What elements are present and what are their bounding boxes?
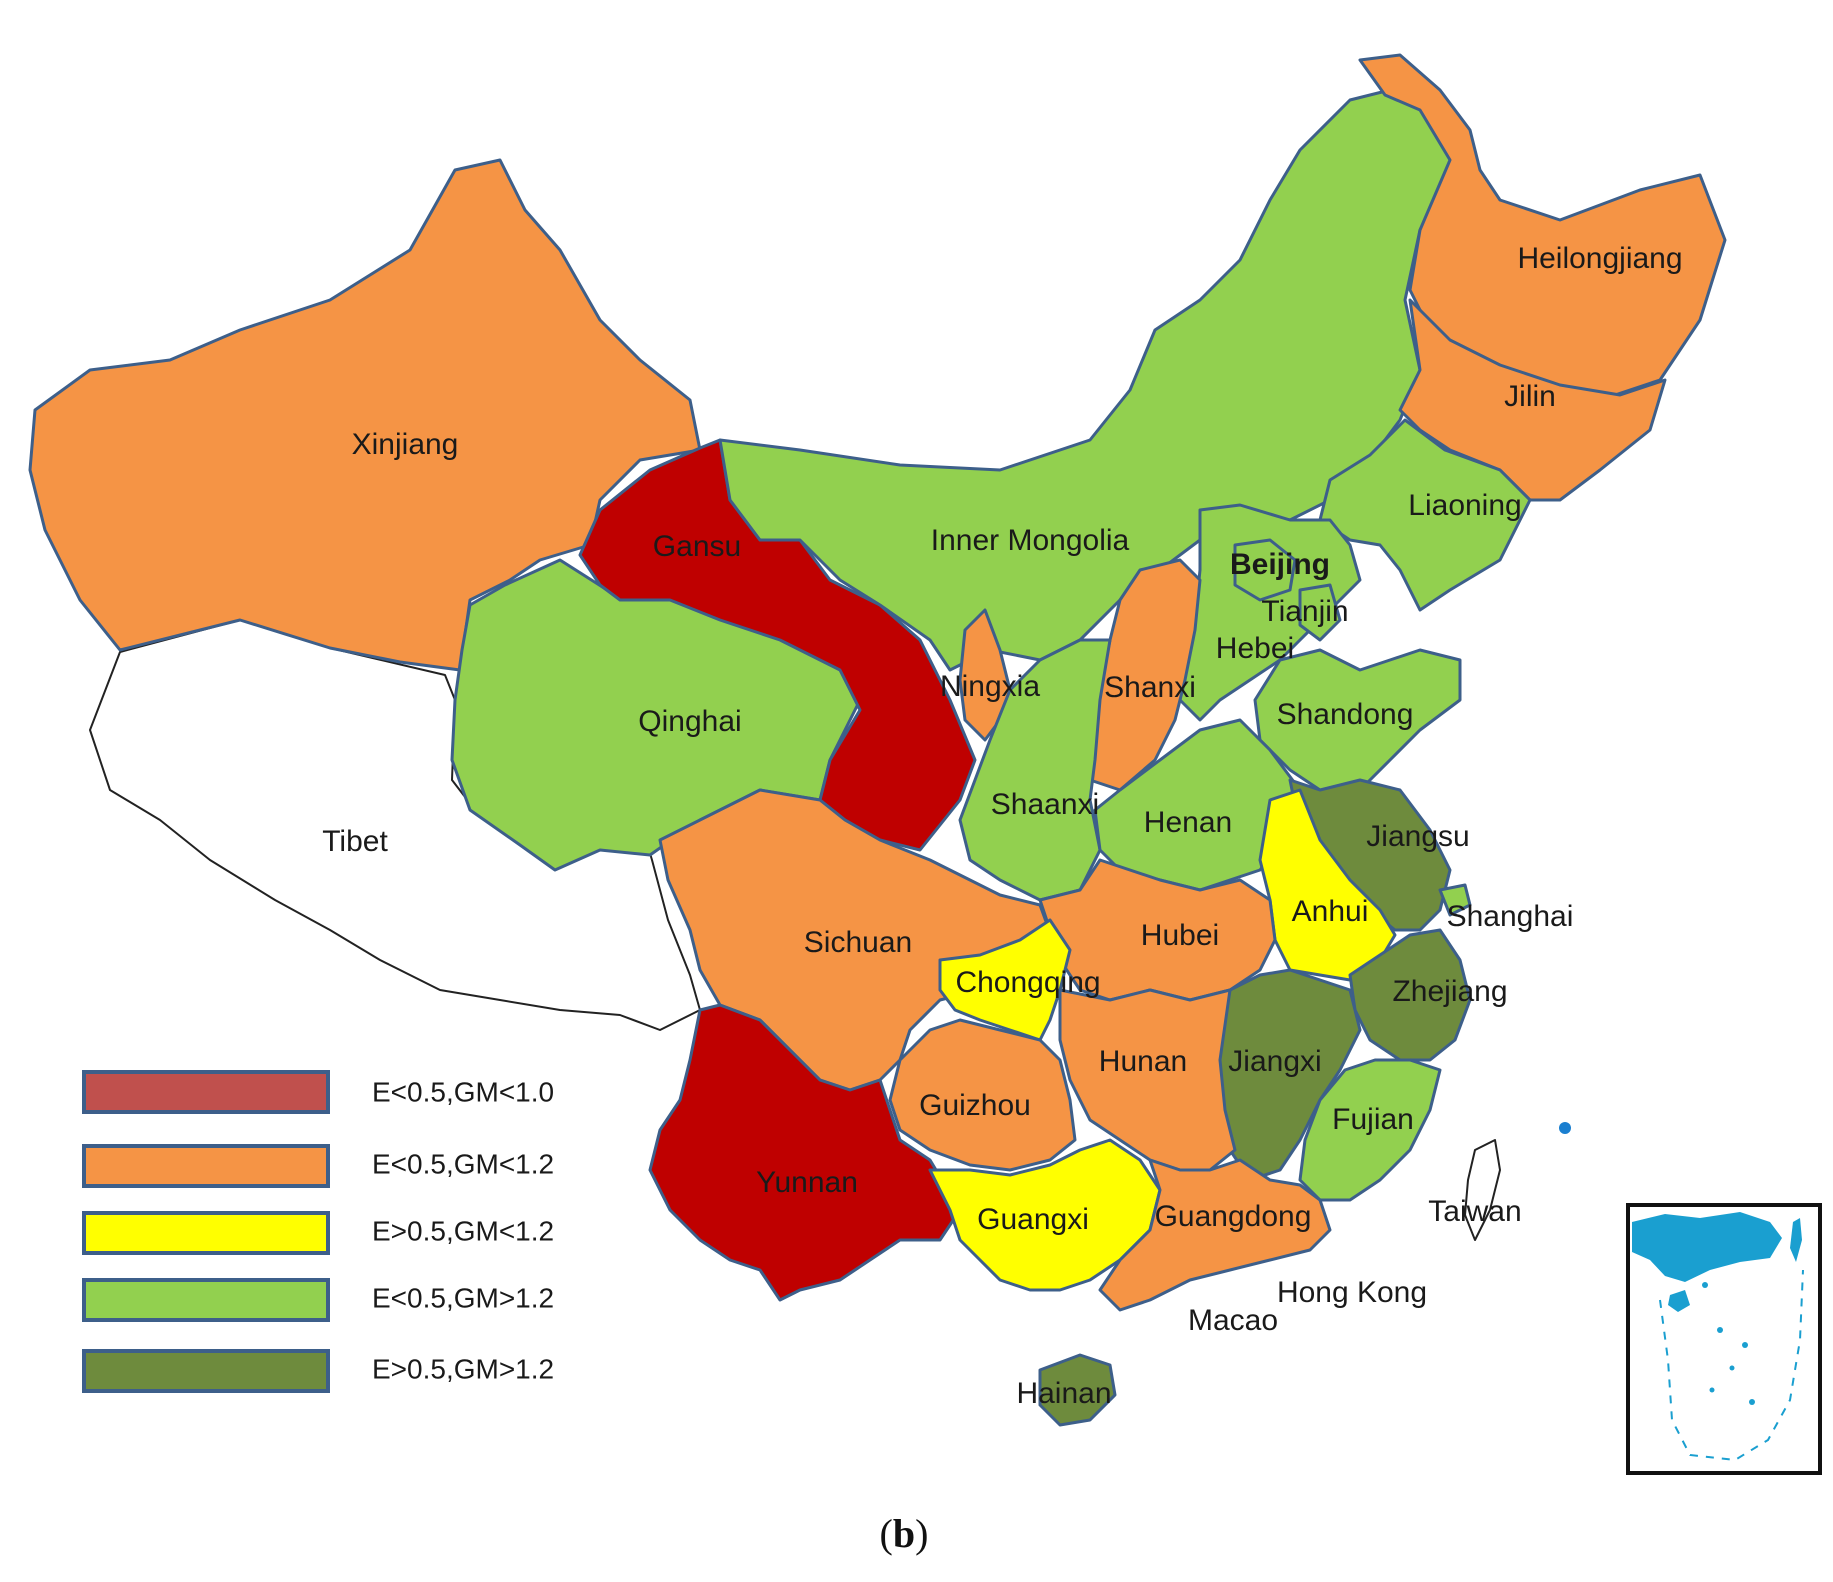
legend-label-darkgreen: E>0.5,GM>1.2 (372, 1353, 554, 1384)
label-hubei: Hubei (1141, 919, 1219, 952)
caption-letter: b (893, 1511, 915, 1556)
legend-label-orange: E<0.5,GM<1.2 (372, 1148, 554, 1179)
region-taiwan (1464, 1139, 1501, 1241)
label-xinjiang: Xinjiang (352, 428, 459, 461)
label-inner-mongolia: Inner Mongolia (931, 524, 1130, 557)
region-yunnan (648, 1003, 962, 1302)
small-island-marker (1559, 1122, 1571, 1134)
legend-swatch-yellow (82, 1211, 330, 1255)
label-zhejiang: Zhejiang (1392, 975, 1507, 1008)
south-china-sea-inset (1626, 1203, 1822, 1475)
region-inner-mongolia (718, 88, 1462, 672)
region-heilongjiang (1358, 53, 1727, 402)
label-ningxia: Ningxia (940, 670, 1040, 703)
legend-label-red: E<0.5,GM<1.0 (372, 1076, 554, 1107)
inset-islet-2 (1717, 1327, 1723, 1333)
legend-swatch-orange (82, 1144, 330, 1188)
label-shanghai: Shanghai (1447, 900, 1574, 933)
label-shanxi: Shanxi (1104, 671, 1196, 704)
label-guizhou: Guizhou (919, 1089, 1031, 1122)
inset-hainan (1668, 1290, 1690, 1312)
legend-swatch-lightgreen (82, 1278, 330, 1322)
legend-label-lightgreen: E<0.5,GM>1.2 (372, 1282, 554, 1313)
label-hunan: Hunan (1099, 1045, 1187, 1078)
region-beijing (1233, 538, 1297, 602)
province-labels: Xinjiang Tibet Gansu Qinghai Inner Mongo… (322, 242, 1682, 1410)
label-chongqing: Chongqing (955, 966, 1100, 999)
caption-close: ) (915, 1511, 928, 1556)
region-chongqing (938, 918, 1072, 1042)
caption-open: ( (880, 1511, 893, 1556)
label-liaoning: Liaoning (1408, 489, 1521, 522)
label-jiangxi: Jiangxi (1228, 1045, 1321, 1078)
inset-islet-5 (1749, 1399, 1755, 1405)
inset-islet-1 (1702, 1282, 1708, 1288)
label-henan: Henan (1144, 806, 1232, 839)
figure-caption: (b) (880, 1511, 929, 1556)
region-guangdong (1098, 1158, 1332, 1312)
label-taiwan: Taiwan (1428, 1195, 1521, 1228)
label-shaanxi: Shaanxi (991, 788, 1099, 821)
inset-dashed-line (1659, 1269, 1804, 1462)
region-xinjiang (28, 158, 702, 672)
region-hainan (1038, 1353, 1117, 1427)
region-jilin (1398, 298, 1667, 502)
label-gansu: Gansu (653, 530, 741, 563)
label-shandong: Shandong (1277, 698, 1414, 731)
label-tianjin: Tianjin (1261, 595, 1348, 628)
region-henan (1093, 718, 1302, 892)
inset-taiwan (1790, 1218, 1802, 1262)
region-shanghai (1438, 883, 1472, 917)
inset-coast (1632, 1212, 1782, 1282)
region-tianjin (1298, 583, 1342, 642)
legend-swatch-red (82, 1070, 330, 1114)
region-fujian (1298, 1058, 1442, 1202)
inset-islet-4 (1729, 1365, 1735, 1371)
legend: E<0.5,GM<1.0 E<0.5,GM<1.2 E>0.5,GM<1.2 E… (82, 1070, 554, 1393)
label-anhui: Anhui (1292, 895, 1369, 928)
region-shaanxi (958, 638, 1112, 902)
label-beijing: Beijing (1230, 548, 1330, 581)
label-sichuan: Sichuan (804, 926, 912, 959)
region-hubei (1038, 858, 1277, 1002)
label-yunnan: Yunnan (756, 1166, 858, 1199)
region-sichuan (658, 788, 1062, 1092)
label-fujian: Fujian (1332, 1103, 1414, 1136)
label-guangxi: Guangxi (977, 1203, 1089, 1236)
label-jilin: Jilin (1504, 380, 1556, 413)
region-liaoning (1318, 418, 1532, 612)
label-guangdong: Guangdong (1155, 1200, 1312, 1233)
label-macao: Macao (1188, 1304, 1278, 1337)
inset-islet-3 (1742, 1342, 1748, 1348)
label-qinghai: Qinghai (638, 705, 741, 738)
label-hong-kong: Hong Kong (1277, 1276, 1427, 1309)
region-guizhou (888, 1018, 1077, 1172)
label-tibet: Tibet (322, 825, 388, 858)
legend-label-yellow: E>0.5,GM<1.2 (372, 1215, 554, 1246)
label-hebei: Hebei (1216, 632, 1294, 665)
region-hunan (1058, 988, 1237, 1172)
label-jiangsu: Jiangsu (1366, 820, 1469, 853)
label-heilongjiang: Heilongjiang (1517, 242, 1682, 275)
region-zhejiang (1348, 928, 1472, 1062)
inset-islet-6 (1709, 1387, 1715, 1393)
legend-swatch-darkgreen (82, 1349, 330, 1393)
label-hainan: Hainan (1016, 1377, 1111, 1410)
